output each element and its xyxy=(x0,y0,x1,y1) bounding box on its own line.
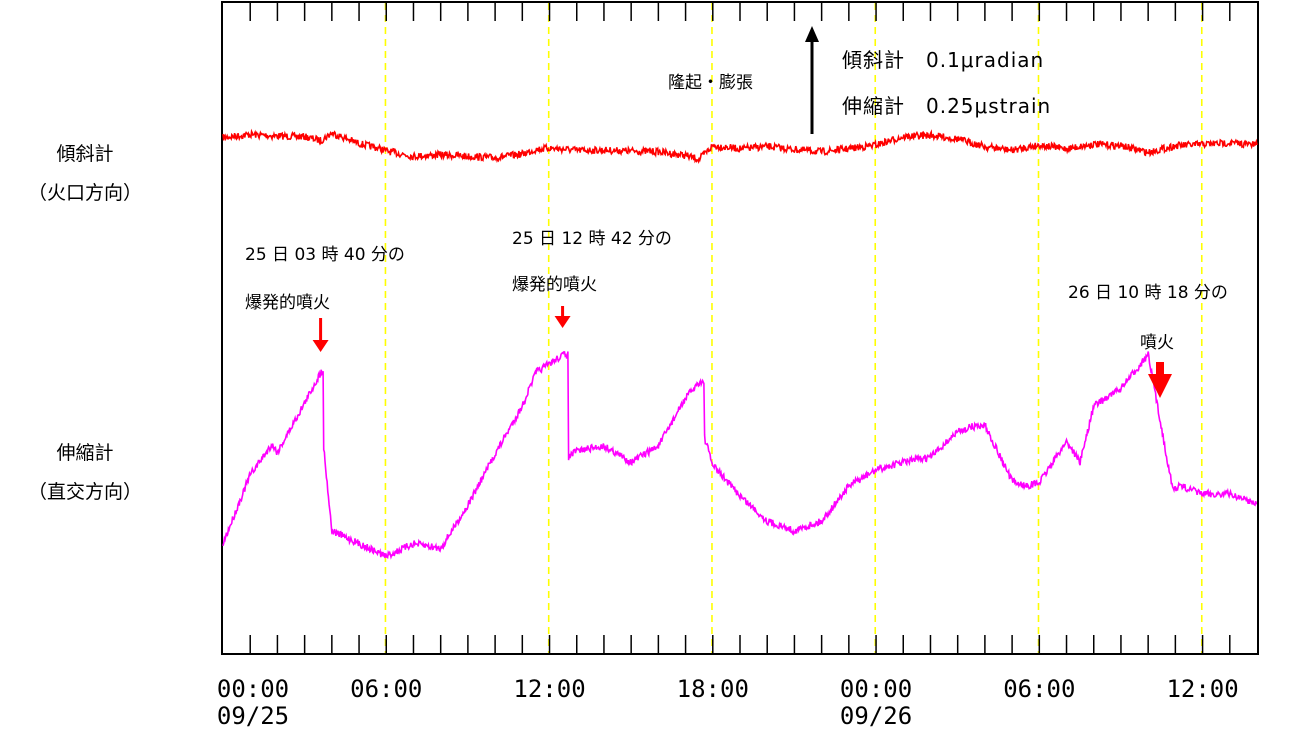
ylabel-strain: 伸縮計 （直交方向） xyxy=(0,444,170,502)
annotation-3-line1: 26 日 10 時 18 分の xyxy=(1068,283,1228,303)
ylabel-tilt: 傾斜計 （火口方向） xyxy=(0,145,170,203)
x-tick-date: 09/26 xyxy=(840,702,912,730)
x-tick-label: 18:00 xyxy=(677,675,749,703)
annotation-2-line1: 25 日 12 時 42 分の xyxy=(512,229,672,249)
plot-frame xyxy=(221,1,1259,655)
x-tick-label: 12:00 xyxy=(1166,675,1238,703)
x-tick-date: 09/25 xyxy=(217,702,289,730)
x-tick-label: 00:00 xyxy=(840,675,912,703)
x-tick-label: 12:00 xyxy=(513,675,585,703)
annotation-1-line1: 25 日 03 時 40 分の xyxy=(245,245,405,265)
annotation-3-line2: 噴火 xyxy=(1140,333,1174,353)
uplift-arrow-icon xyxy=(805,26,819,42)
eruption-arrow-2 xyxy=(554,316,571,328)
x-tick-label: 06:00 xyxy=(350,675,422,703)
ylabel-tilt-name: 傾斜計 xyxy=(56,143,114,165)
legend-strain: 伸縮計 0.25μstrain xyxy=(842,94,1052,118)
ylabel-tilt-sub: （火口方向） xyxy=(27,182,142,204)
legend-tilt: 傾斜計 0.1μradian xyxy=(842,48,1045,72)
x-tick-label: 06:00 xyxy=(1003,675,1075,703)
eruption-arrow-3-shaft xyxy=(1156,362,1164,376)
series-line-1 xyxy=(222,351,1258,560)
series-line-0 xyxy=(222,128,1258,164)
annotation-1-line2: 爆発的噴火 xyxy=(245,293,330,313)
ylabel-strain-sub: （直交方向） xyxy=(27,481,142,503)
eruption-arrow-1 xyxy=(312,340,329,352)
eruption-arrow-3 xyxy=(1148,374,1172,398)
legend-direction: 隆起・膨張 xyxy=(668,73,753,93)
annotation-2-line2: 爆発的噴火 xyxy=(512,275,597,295)
ylabel-strain-name: 伸縮計 xyxy=(56,442,114,464)
x-tick-label: 00:00 xyxy=(217,675,289,703)
